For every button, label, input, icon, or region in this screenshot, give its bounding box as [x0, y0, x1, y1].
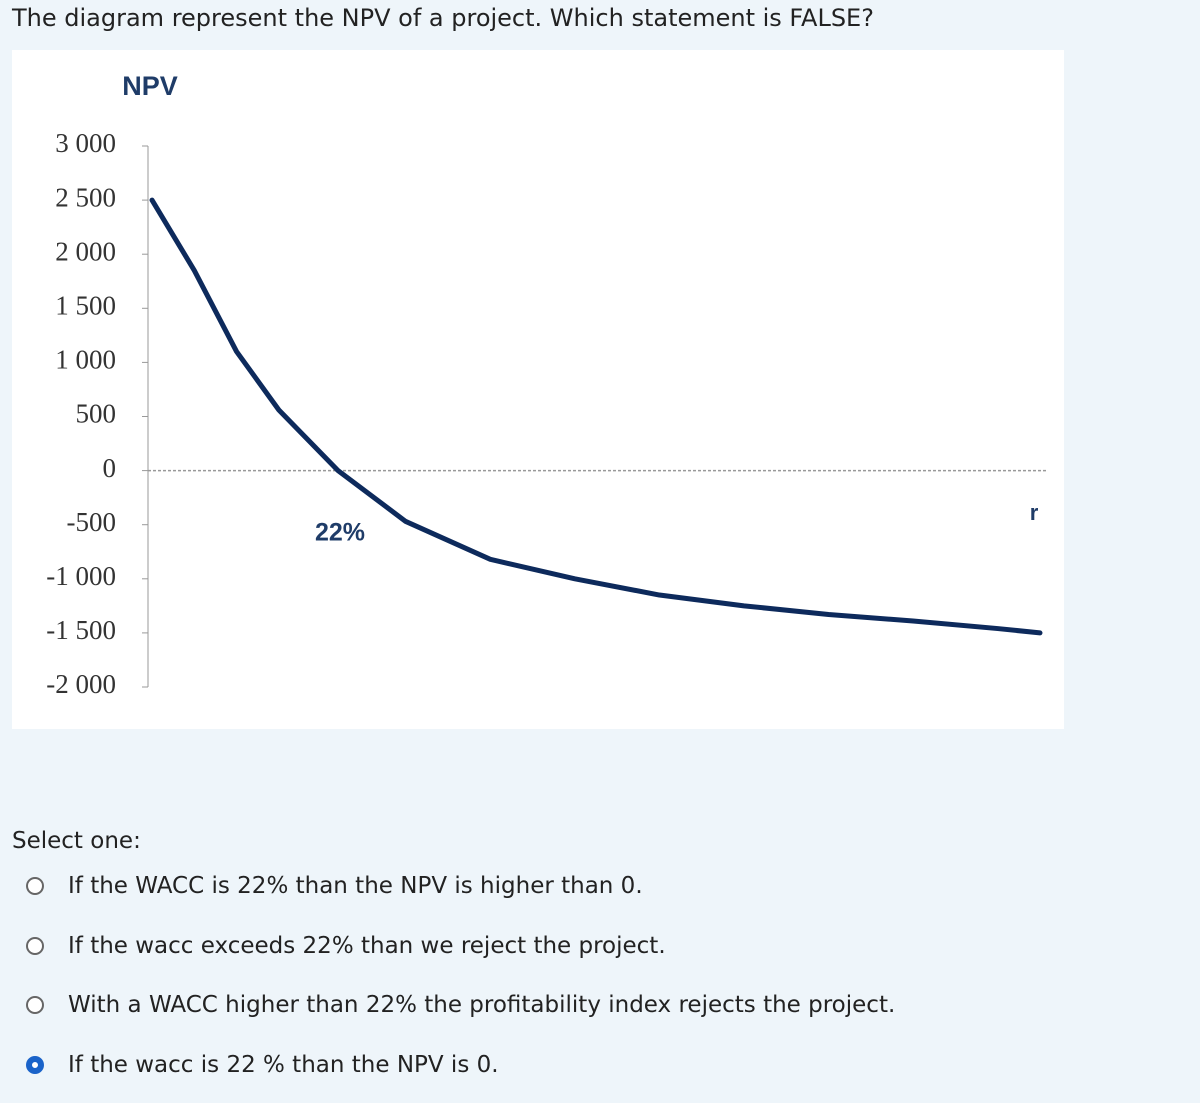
y-tick-label: -500 [67, 507, 117, 537]
option[interactable]: With a WACC higher than 22% the profitab… [26, 992, 895, 1018]
prompt: Select one: [12, 828, 141, 854]
x-axis-label: r [1030, 500, 1039, 525]
y-tick-label: -2 000 [46, 669, 116, 699]
y-tick-label: 500 [76, 399, 117, 429]
option-label[interactable]: If the wacc exceeds 22% than we reject t… [68, 932, 666, 959]
radio-button[interactable] [26, 877, 44, 895]
option[interactable]: If the wacc exceeds 22% than we reject t… [26, 933, 666, 959]
y-tick-label: -1 000 [46, 561, 116, 591]
y-tick-label: 2 500 [55, 182, 116, 212]
y-tick-label: 1 000 [55, 345, 116, 375]
option-label[interactable]: If the wacc is 22 % than the NPV is 0. [68, 1051, 499, 1078]
y-tick-label: 3 000 [55, 128, 116, 158]
y-axis-label: NPV [122, 71, 178, 101]
annotation: 22% [315, 519, 365, 547]
y-tick-label: 2 000 [55, 236, 116, 266]
option[interactable]: If the wacc is 22 % than the NPV is 0. [26, 1052, 499, 1078]
question: The diagram represent the NPV of a proje… [12, 4, 874, 32]
radio-button[interactable] [26, 1055, 44, 1074]
y-tick-label: 0 [103, 453, 117, 483]
y-tick-label: -1 500 [46, 615, 116, 645]
npv-curve [149, 197, 1043, 636]
radio-button[interactable] [26, 996, 44, 1014]
y-tick-label: 1 500 [55, 291, 116, 321]
option[interactable]: If the WACC is 22% than the NPV is highe… [26, 873, 643, 899]
option-label[interactable]: If the WACC is 22% than the NPV is highe… [68, 873, 643, 899]
chart-container: NPV 3 000 2 500 2 000 1 500 1 000 500 0 -500 -1 0… [12, 50, 1064, 729]
radio-button[interactable] [26, 936, 44, 955]
option-label[interactable]: With a WACC higher than 22% the profitab… [68, 992, 896, 1018]
